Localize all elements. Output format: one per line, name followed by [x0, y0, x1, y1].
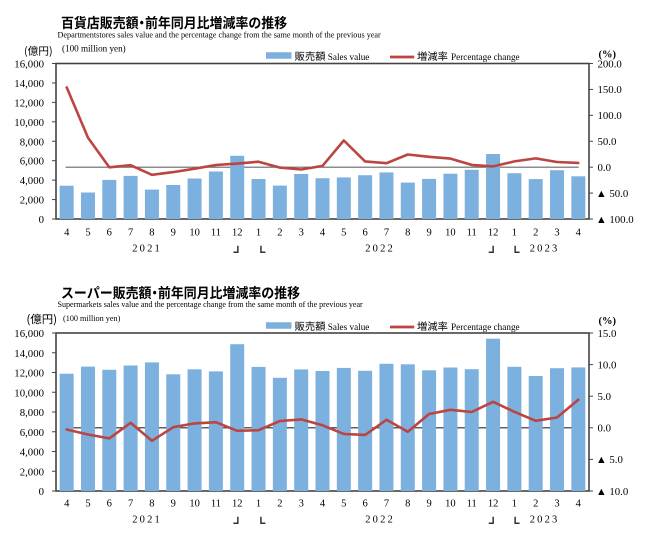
svg-text:5.0: 5.0: [598, 391, 612, 403]
svg-text:150.0: 150.0: [598, 84, 622, 96]
svg-text:2,000: 2,000: [20, 195, 44, 207]
svg-text:8: 8: [405, 228, 410, 239]
svg-text:2: 2: [533, 228, 538, 239]
svg-text:6,000: 6,000: [20, 156, 44, 168]
svg-text:50.0: 50.0: [598, 136, 617, 148]
svg-text:9: 9: [171, 228, 176, 239]
svg-text:4: 4: [576, 499, 582, 510]
svg-text:10: 10: [189, 228, 200, 239]
svg-text:(%): (%): [599, 50, 617, 61]
svg-text:(%): (%): [599, 316, 617, 327]
svg-text:0: 0: [39, 486, 44, 498]
svg-text:8: 8: [149, 499, 154, 510]
svg-text:6: 6: [107, 499, 112, 510]
svg-text:10: 10: [445, 499, 456, 510]
svg-text:2,000: 2,000: [20, 466, 44, 478]
svg-text:14,000: 14,000: [14, 348, 44, 360]
svg-text:12: 12: [232, 499, 243, 510]
svg-text:11: 11: [467, 499, 477, 510]
svg-text:6: 6: [107, 228, 112, 239]
svg-text:(100 million yen): (100 million yen): [62, 44, 126, 54]
svg-text:2: 2: [277, 228, 282, 239]
svg-text:11: 11: [467, 228, 477, 239]
svg-text:Departmentstores sales value a: Departmentstores sales value and the per…: [58, 31, 382, 40]
svg-text:▲ 5.0: ▲ 5.0: [596, 454, 623, 466]
svg-text:9: 9: [426, 499, 431, 510]
svg-text:10.0: 10.0: [598, 359, 617, 371]
svg-text:16,000: 16,000: [14, 59, 44, 71]
svg-text:5: 5: [341, 499, 346, 510]
svg-text:8,000: 8,000: [20, 136, 44, 148]
svg-text:1: 1: [256, 228, 261, 239]
svg-text:4,000: 4,000: [20, 447, 44, 459]
svg-text:(100 million yen): (100 million yen): [63, 314, 121, 323]
svg-text:4,000: 4,000: [20, 175, 44, 187]
svg-text:4: 4: [64, 228, 70, 239]
svg-text:3: 3: [299, 228, 304, 239]
svg-text:0.0: 0.0: [598, 423, 612, 435]
svg-text:Sales value: Sales value: [328, 322, 370, 332]
svg-text:6: 6: [362, 228, 367, 239]
svg-text:11: 11: [211, 499, 221, 510]
svg-text:10: 10: [189, 499, 200, 510]
svg-text:12: 12: [488, 228, 499, 239]
svg-text:12,000: 12,000: [14, 97, 44, 109]
svg-text:8: 8: [405, 499, 410, 510]
svg-text:1: 1: [512, 499, 517, 510]
svg-text:15.0: 15.0: [598, 328, 617, 340]
svg-text:10,000: 10,000: [14, 387, 44, 399]
svg-text:10,000: 10,000: [14, 117, 44, 129]
svg-text:11: 11: [211, 228, 221, 239]
svg-text:7: 7: [128, 228, 133, 239]
svg-text:9: 9: [171, 499, 176, 510]
svg-text:7: 7: [384, 228, 389, 239]
svg-text:Percentage change: Percentage change: [451, 322, 520, 332]
svg-text:8,000: 8,000: [20, 407, 44, 419]
svg-text:2: 2: [277, 499, 282, 510]
svg-text:0.0: 0.0: [598, 162, 612, 174]
svg-text:5: 5: [341, 228, 346, 239]
svg-text:5: 5: [85, 499, 90, 510]
svg-text:12: 12: [232, 228, 243, 239]
svg-text:▲ 50.0: ▲ 50.0: [596, 188, 628, 200]
svg-text:9: 9: [426, 228, 431, 239]
svg-text:10: 10: [445, 228, 456, 239]
svg-text:Supermarkets sales value and t: Supermarkets sales value and the percent…: [58, 300, 364, 309]
svg-text:3: 3: [554, 499, 559, 510]
svg-text:12: 12: [488, 499, 499, 510]
svg-text:4: 4: [64, 499, 70, 510]
svg-text:100.0: 100.0: [598, 110, 622, 122]
svg-text:6: 6: [362, 499, 367, 510]
svg-text:4: 4: [320, 228, 326, 239]
svg-text:1: 1: [256, 499, 261, 510]
svg-text:1: 1: [512, 228, 517, 239]
svg-text:2: 2: [533, 499, 538, 510]
svg-text:200.0: 200.0: [598, 58, 622, 70]
svg-text:Sales value: Sales value: [328, 52, 370, 62]
svg-text:0: 0: [39, 214, 44, 226]
svg-text:14,000: 14,000: [14, 78, 44, 90]
svg-text:7: 7: [384, 499, 389, 510]
svg-text:6,000: 6,000: [20, 427, 44, 439]
svg-text:▲ 10.0: ▲ 10.0: [596, 486, 628, 498]
svg-text:▲ 100.0: ▲ 100.0: [596, 214, 634, 226]
svg-text:8: 8: [149, 228, 154, 239]
svg-text:12,000: 12,000: [14, 368, 44, 380]
svg-text:5: 5: [85, 228, 90, 239]
svg-text:16,000: 16,000: [14, 328, 44, 340]
svg-text:7: 7: [128, 499, 133, 510]
svg-text:4: 4: [576, 228, 582, 239]
svg-text:4: 4: [320, 499, 326, 510]
svg-text:Percentage change: Percentage change: [451, 52, 520, 62]
svg-text:3: 3: [554, 228, 559, 239]
svg-text:3: 3: [299, 499, 304, 510]
